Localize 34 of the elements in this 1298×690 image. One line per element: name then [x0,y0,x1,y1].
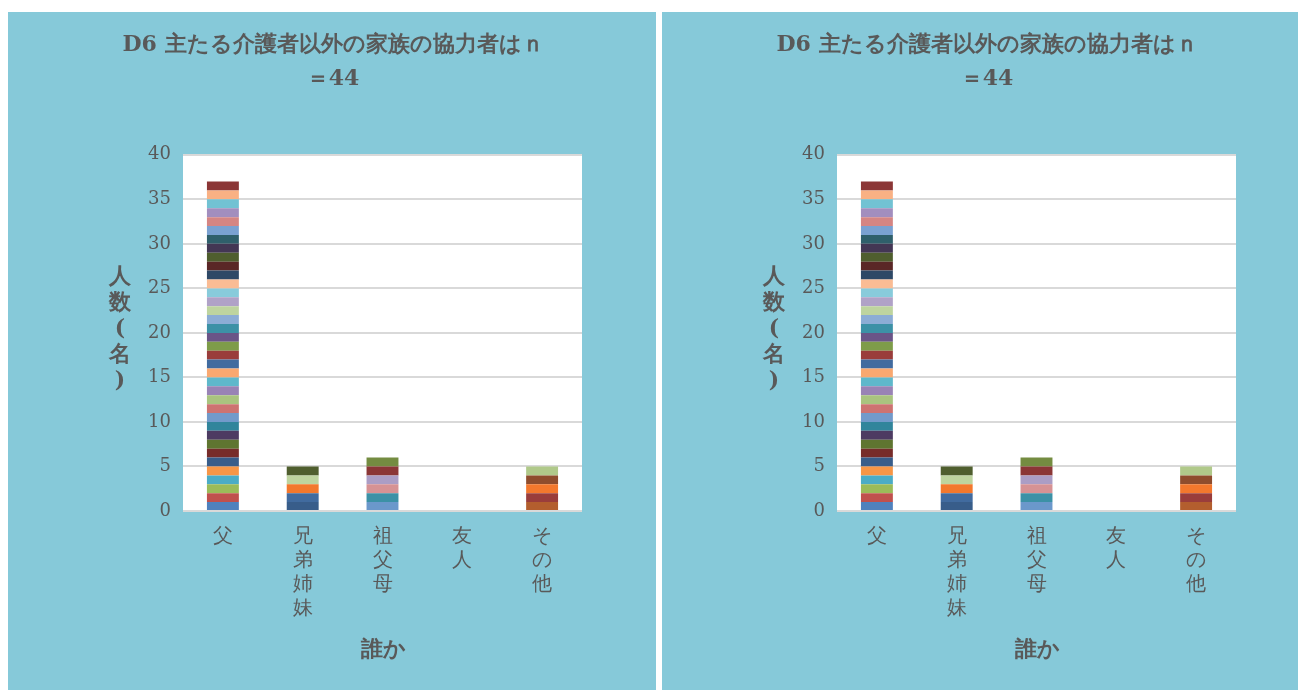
x-tick-label: 父 [866,523,887,548]
y-axis-title: 人数(名) [108,262,132,392]
y-tick-label: 10 [148,409,171,431]
y-tick-label: 35 [148,187,171,208]
x-axis-title: 誰か [359,634,407,663]
x-tick-label: 祖父母 [1026,523,1047,596]
x-tick-label: その他 [1186,523,1207,596]
x-tick-label: 兄弟姉妹 [292,523,313,620]
y-tick-label: 20 [148,320,171,342]
x-tick-label: その他 [532,523,553,596]
y-tick-label: 5 [813,454,825,476]
x-tick-label: 友人 [1106,523,1127,572]
y-tick-label: 40 [148,142,171,164]
y-tick-label: 20 [802,320,825,342]
y-tick-label: 30 [148,231,171,253]
y-tick-label: 30 [802,231,825,253]
y-tick-label: 5 [159,454,171,476]
y-tick-label: 0 [813,498,825,520]
y-tick-label: 25 [148,276,171,298]
y-tick-label: 35 [802,187,825,208]
y-tick-label: 15 [148,365,171,387]
x-tick-label: 父 [212,523,233,548]
chart-title: D6 主たる介護者以外の家族の協力者はｎ＝44 [121,29,545,92]
chart-title: D6 主たる介護者以外の家族の協力者はｎ＝44 [775,29,1199,92]
y-tick-label: 10 [802,409,825,431]
x-tick-label: 祖父母 [372,523,393,596]
x-axis-title: 誰か [1013,634,1061,663]
y-tick-label: 40 [802,142,825,164]
x-tick-label: 兄弟姉妹 [946,523,967,620]
y-tick-label: 25 [802,276,825,298]
y-tick-label: 15 [802,365,825,387]
y-axis-title: 人数(名) [762,262,786,392]
x-tick-label: 友人 [452,523,473,572]
y-tick-label: 0 [159,498,171,520]
